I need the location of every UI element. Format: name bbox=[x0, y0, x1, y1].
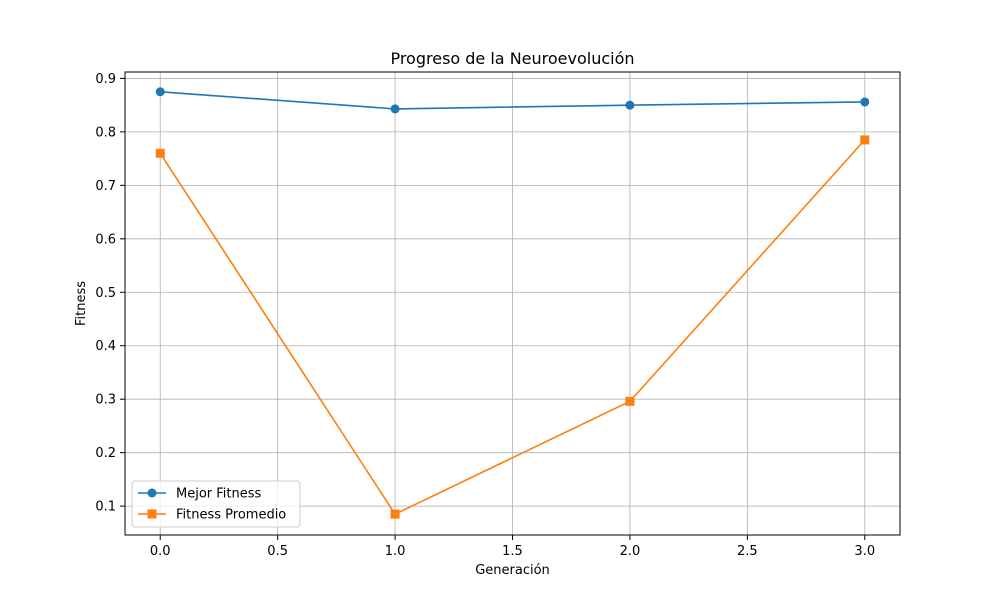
data-point-square bbox=[390, 509, 400, 519]
y-tick-label: 0.4 bbox=[95, 339, 116, 354]
series-line-0 bbox=[160, 90, 865, 110]
data-point-circle bbox=[625, 100, 635, 110]
data-point-circle bbox=[860, 97, 870, 107]
y-tick-label: 0.6 bbox=[95, 232, 116, 247]
y-tick-label: 0.8 bbox=[95, 125, 116, 140]
y-tick-label: 0.7 bbox=[95, 179, 116, 194]
x-tick-label: 2.5 bbox=[737, 544, 758, 559]
x-tick-label: 1.0 bbox=[385, 544, 406, 559]
y-tick-label: 0.2 bbox=[95, 446, 116, 461]
data-point-circle bbox=[390, 104, 400, 114]
data-point-square bbox=[155, 148, 165, 158]
ticks: 0.0 0.5 1.0 1.5 2.0 2.5 3.0 0.1 0.2 0.3 0.4 0.5 0.6 0… bbox=[95, 72, 875, 559]
y-axis-title: Fitness bbox=[74, 281, 89, 326]
x-tick-label: 2.0 bbox=[620, 544, 641, 559]
y-tick-label: 0.9 bbox=[95, 72, 116, 87]
legend-marker-promedio bbox=[147, 509, 157, 519]
x-tick-label: 0.5 bbox=[267, 544, 288, 559]
x-tick-label: 0.0 bbox=[150, 544, 171, 559]
x-tick-label: 3.0 bbox=[854, 544, 875, 559]
x-axis-title: Generación bbox=[475, 563, 550, 578]
x-tick-label: 1.5 bbox=[502, 544, 523, 559]
legend-box bbox=[131, 480, 301, 528]
y-tick-label: 0.1 bbox=[95, 500, 116, 515]
legend-label-mejor: Mejor Fitness bbox=[176, 487, 262, 502]
y-tick-label: 0.3 bbox=[95, 393, 116, 408]
data-point-square bbox=[860, 135, 870, 145]
legend-label-promedio: Fitness Promedio bbox=[176, 508, 286, 523]
legend-marker-mejor bbox=[147, 488, 157, 498]
chart-title: Progreso de la Neuroevolución bbox=[390, 49, 634, 68]
legend: Mejor Fitness Fitness Promedio bbox=[131, 480, 301, 528]
series-line-1 bbox=[159, 139, 866, 516]
y-tick-label: 0.5 bbox=[95, 286, 116, 301]
data-point-circle bbox=[155, 87, 165, 97]
data-point-square bbox=[625, 396, 635, 406]
series-layer bbox=[155, 87, 870, 519]
